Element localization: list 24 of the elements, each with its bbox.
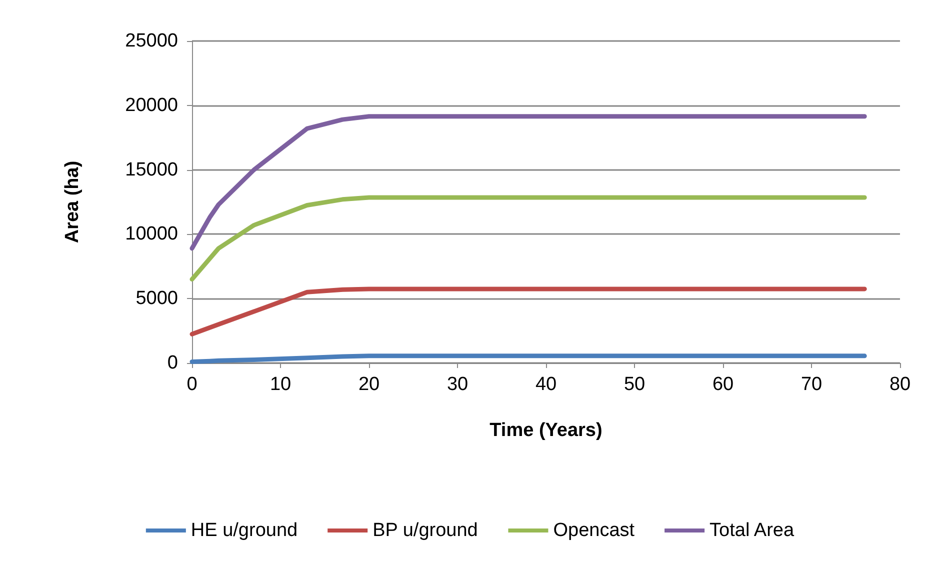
x-axis-title: Time (Years): [490, 420, 602, 441]
x-tick-label: 20: [358, 374, 380, 395]
legend-label: Opencast: [553, 520, 636, 541]
legend-label: BP u/ground: [372, 520, 478, 541]
x-tick-label: 30: [446, 374, 468, 395]
x-tick-label: 80: [889, 374, 911, 395]
y-tick-label: 0: [167, 352, 178, 374]
x-tick-label: 10: [270, 374, 292, 395]
y-axis-title: Area (ha): [62, 160, 83, 244]
x-tick-label: 40: [535, 374, 557, 395]
y-tick-label: 10000: [125, 224, 178, 245]
y-tick-label: 15000: [125, 159, 178, 180]
x-tick-label: 0: [186, 374, 198, 395]
y-tick-label: 20000: [125, 94, 178, 116]
line-series: [190, 195, 867, 282]
x-tick-label: 50: [624, 374, 646, 395]
x-tick-label: 60: [712, 374, 734, 395]
line-series: [190, 114, 867, 251]
line-series: [190, 286, 867, 336]
legend-label: Total Area: [710, 520, 794, 541]
y-tick-label: 25000: [125, 30, 178, 52]
x-tick-label: 70: [800, 374, 822, 395]
y-tick-label: 5000: [136, 288, 178, 310]
legend-label: HE u/ground: [190, 520, 298, 541]
